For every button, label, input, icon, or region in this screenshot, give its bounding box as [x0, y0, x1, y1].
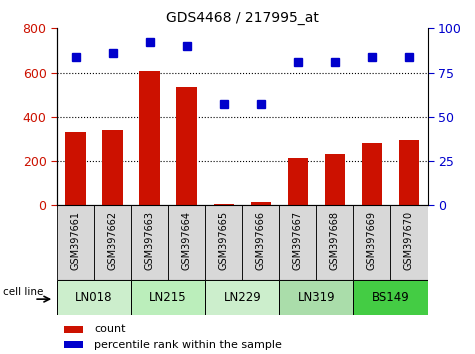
Bar [279, 205, 316, 280]
Text: GSM397664: GSM397664 [181, 211, 192, 270]
Bar [65, 326, 83, 333]
Bar [325, 154, 345, 205]
Bar [251, 202, 271, 205]
Bar [57, 205, 94, 280]
Text: LN018: LN018 [76, 291, 113, 304]
Bar [353, 280, 428, 315]
Bar [57, 280, 131, 315]
Text: LN215: LN215 [149, 291, 187, 304]
Bar [399, 140, 419, 205]
Title: GDS4468 / 217995_at: GDS4468 / 217995_at [166, 11, 319, 24]
Text: GSM397663: GSM397663 [144, 211, 155, 270]
Bar [65, 341, 83, 348]
Bar [140, 72, 160, 205]
Bar [177, 87, 197, 205]
Text: GSM397667: GSM397667 [293, 211, 303, 270]
Text: LN319: LN319 [297, 291, 335, 304]
Bar [390, 205, 428, 280]
Text: GSM397669: GSM397669 [367, 211, 377, 270]
Text: GSM397662: GSM397662 [107, 211, 118, 270]
Text: LN229: LN229 [223, 291, 261, 304]
Bar [103, 130, 123, 205]
Text: GSM397666: GSM397666 [256, 211, 266, 270]
Text: GSM397661: GSM397661 [70, 211, 81, 270]
Bar [66, 132, 86, 205]
Text: cell line: cell line [3, 287, 43, 297]
Bar [242, 205, 279, 280]
Bar [168, 205, 205, 280]
Text: GSM397670: GSM397670 [404, 211, 414, 270]
Bar [205, 205, 242, 280]
Bar [214, 204, 234, 205]
Text: count: count [94, 324, 125, 334]
Bar [205, 280, 279, 315]
Bar [288, 158, 308, 205]
Bar [279, 280, 353, 315]
Bar [316, 205, 353, 280]
Text: GSM397665: GSM397665 [218, 211, 229, 270]
Bar [94, 205, 131, 280]
Text: percentile rank within the sample: percentile rank within the sample [94, 339, 282, 350]
Bar [131, 205, 168, 280]
Bar [362, 143, 382, 205]
Bar [353, 205, 390, 280]
Bar [131, 280, 205, 315]
Text: BS149: BS149 [371, 291, 409, 304]
Text: GSM397668: GSM397668 [330, 211, 340, 270]
